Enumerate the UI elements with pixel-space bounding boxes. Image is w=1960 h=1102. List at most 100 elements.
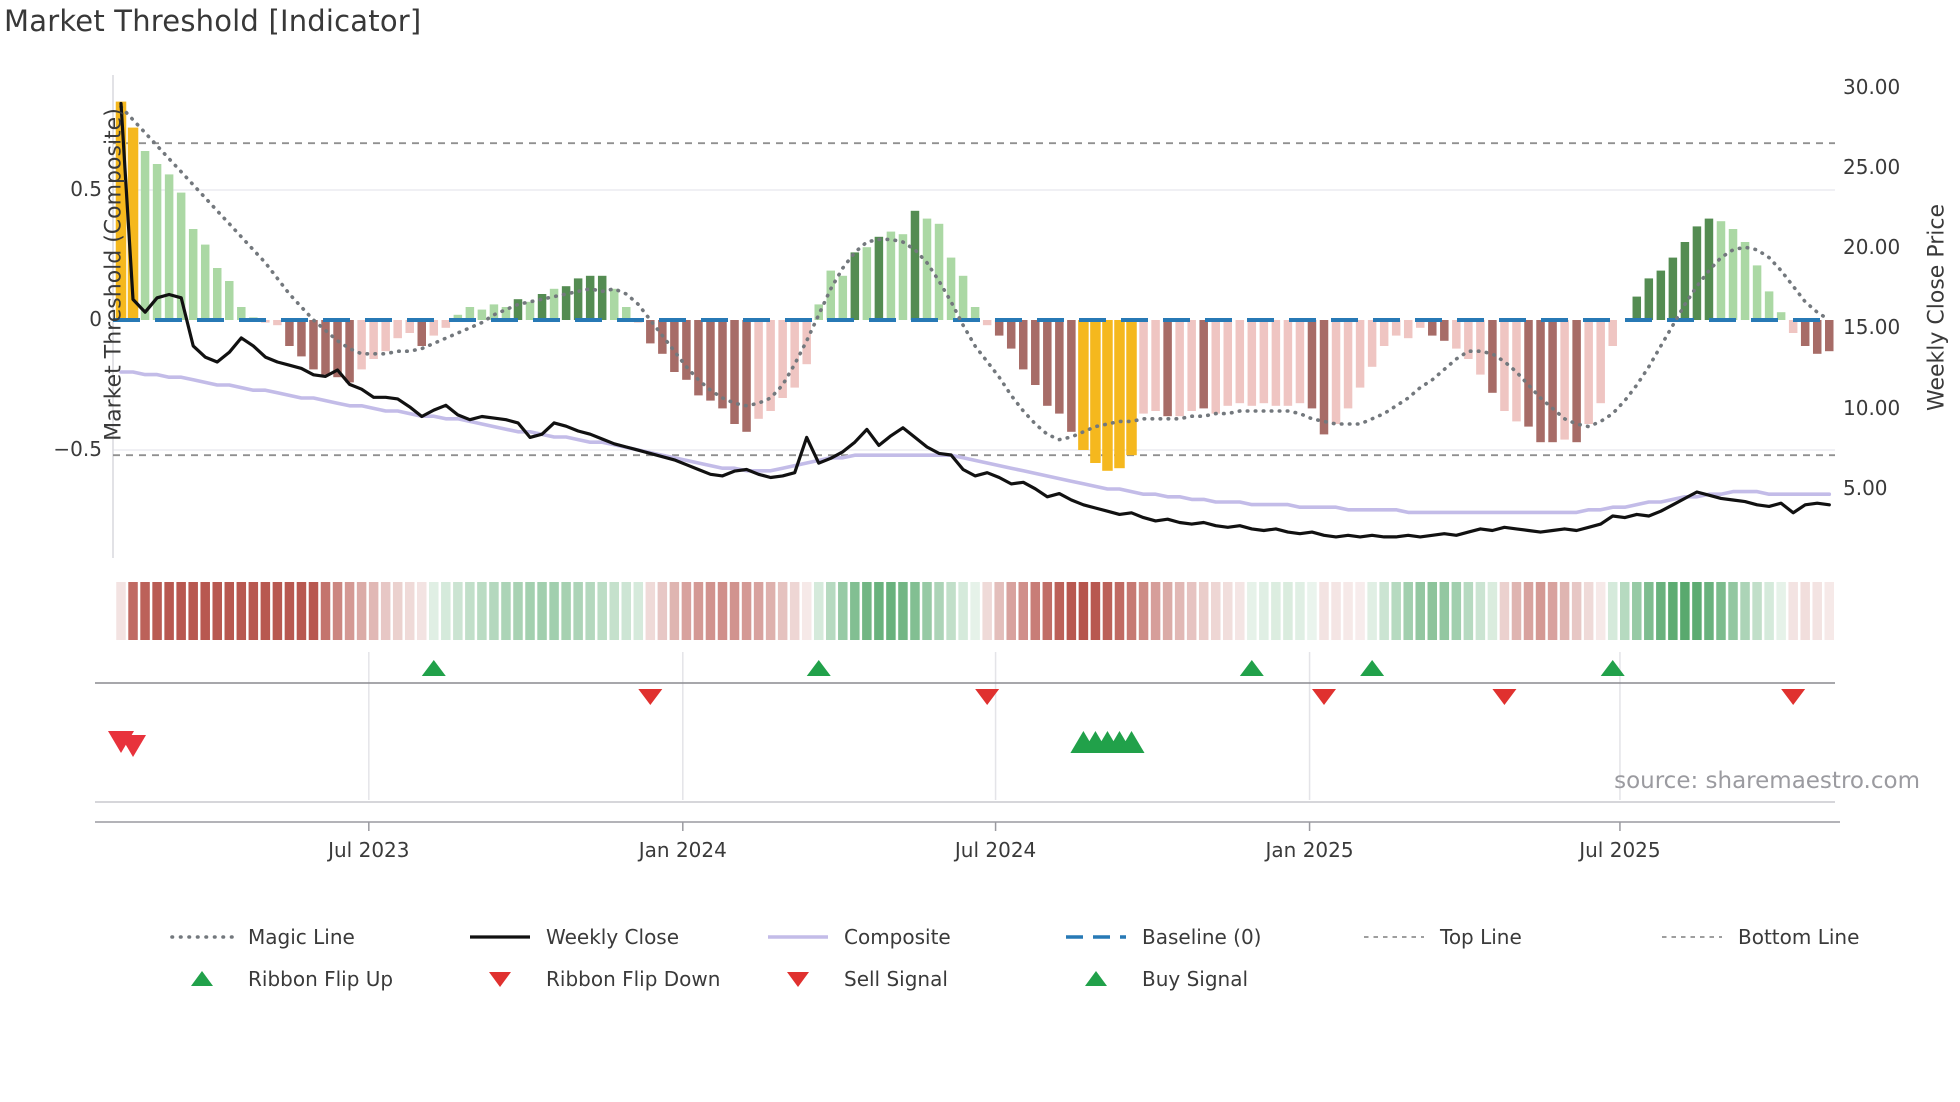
ribbon-cell xyxy=(850,582,860,640)
threshold-bar xyxy=(1187,320,1196,411)
ribbon-cell xyxy=(1571,582,1582,640)
ribbon-cell xyxy=(597,582,607,640)
threshold-bar xyxy=(754,320,763,419)
ribbon-cell xyxy=(1668,582,1678,640)
ribbon-cell xyxy=(477,582,487,640)
ribbon-cell xyxy=(441,582,451,640)
threshold-bar xyxy=(1031,320,1040,385)
threshold-bar xyxy=(1656,270,1666,320)
ribbon-cell xyxy=(1511,582,1522,640)
threshold-bar xyxy=(802,320,811,365)
legend-item-label: Composite xyxy=(844,925,951,949)
threshold-bar xyxy=(200,244,210,320)
threshold-bar xyxy=(429,320,439,336)
ribbon-cell xyxy=(404,582,415,640)
threshold-bar xyxy=(1764,291,1774,320)
ribbon-cell xyxy=(176,582,186,640)
threshold-bar xyxy=(1512,320,1521,422)
threshold-bar xyxy=(1307,320,1317,409)
ribbon-flip-up-marker xyxy=(421,660,446,676)
legend-item-sell-signal: Sell Signal xyxy=(766,967,1064,991)
ribbon-cell xyxy=(826,582,836,640)
threshold-bar xyxy=(946,257,956,320)
legend-item-baseline-0-: Baseline (0) xyxy=(1064,925,1362,949)
threshold-bar xyxy=(1199,320,1208,409)
ribbon-cell xyxy=(296,582,307,640)
threshold-bar xyxy=(1235,320,1245,404)
x-tick-label: Jan 2024 xyxy=(638,838,727,862)
solid-lavender-legend-swatch-icon xyxy=(768,935,828,939)
threshold-bar xyxy=(1812,320,1822,354)
ribbon-cell xyxy=(1307,582,1317,640)
threshold-bar xyxy=(489,304,499,320)
ribbon-cell xyxy=(320,582,331,640)
ribbon-cell xyxy=(1186,582,1197,640)
threshold-bar xyxy=(814,304,823,320)
ribbon-cell xyxy=(164,582,174,640)
ribbon-cell xyxy=(561,582,571,640)
ribbon-cell xyxy=(970,582,980,640)
ribbon-cell xyxy=(1620,582,1630,640)
smalldash-legend-swatch-icon xyxy=(1662,936,1722,938)
left-axis-label: Market Threshold (Composite) xyxy=(101,108,127,441)
ribbon-cell xyxy=(645,582,656,640)
threshold-bar xyxy=(1536,320,1545,443)
threshold-bar xyxy=(1716,221,1726,320)
tri-down-legend-swatch-icon xyxy=(787,972,809,987)
right-tick-label: 25.00 xyxy=(1843,154,1901,179)
threshold-bar xyxy=(958,275,968,320)
ribbon-cell xyxy=(1800,582,1810,640)
threshold-bar xyxy=(1476,320,1485,375)
threshold-bar xyxy=(1668,257,1678,320)
ribbon-cell xyxy=(1824,582,1835,640)
threshold-bar xyxy=(441,320,451,328)
threshold-bar xyxy=(1211,320,1220,414)
threshold-bar xyxy=(1151,320,1160,411)
threshold-bar xyxy=(1548,320,1557,443)
tri-up-legend-swatch-icon xyxy=(191,971,213,986)
legend-item-label: Bottom Line xyxy=(1738,925,1860,949)
ribbon-cell xyxy=(236,582,247,640)
legend-item-composite: Composite xyxy=(766,925,1064,949)
ribbon-cell xyxy=(1078,582,1089,640)
threshold-bar xyxy=(1019,320,1028,370)
threshold-bar xyxy=(1776,312,1786,320)
threshold-bar xyxy=(1752,265,1762,320)
ribbon-flip-up-marker xyxy=(1239,660,1264,676)
threshold-bar xyxy=(585,275,595,320)
ribbon-cell xyxy=(1728,582,1738,640)
ribbon-cell xyxy=(140,582,150,640)
legend-item-label: Ribbon Flip Down xyxy=(546,967,721,991)
ribbon-cell xyxy=(1114,582,1125,640)
right-tick-label: 10.00 xyxy=(1843,395,1901,420)
threshold-bar xyxy=(1488,320,1497,393)
threshold-bar xyxy=(1078,320,1089,450)
threshold-bar xyxy=(561,286,571,320)
ribbon-cell xyxy=(1343,582,1353,640)
threshold-bar xyxy=(790,320,799,388)
x-tick-label: Jul 2025 xyxy=(1579,838,1661,862)
threshold-bar xyxy=(357,320,366,370)
ribbon-cell xyxy=(621,582,632,640)
legend-item-label: Top Line xyxy=(1440,925,1522,949)
threshold-bar xyxy=(597,275,607,320)
threshold-bar xyxy=(1283,320,1293,406)
ribbon-cell xyxy=(1138,582,1149,640)
threshold-bar xyxy=(513,299,523,320)
threshold-bar xyxy=(345,320,354,383)
threshold-bar xyxy=(1126,320,1137,456)
threshold-bar xyxy=(1825,320,1834,352)
threshold-bar xyxy=(670,320,679,372)
threshold-bar xyxy=(622,307,631,320)
ribbon-cell xyxy=(1030,582,1041,640)
ribbon-cell xyxy=(789,582,800,640)
threshold-bar xyxy=(1295,320,1305,404)
threshold-bar xyxy=(333,320,342,378)
ribbon-cell xyxy=(152,582,162,640)
ribbon-cell xyxy=(1535,582,1546,640)
ribbon-cell xyxy=(429,582,439,640)
ribbon-cell xyxy=(898,582,908,640)
ribbon-cell xyxy=(1475,582,1486,640)
ribbon-cell xyxy=(1487,582,1498,640)
